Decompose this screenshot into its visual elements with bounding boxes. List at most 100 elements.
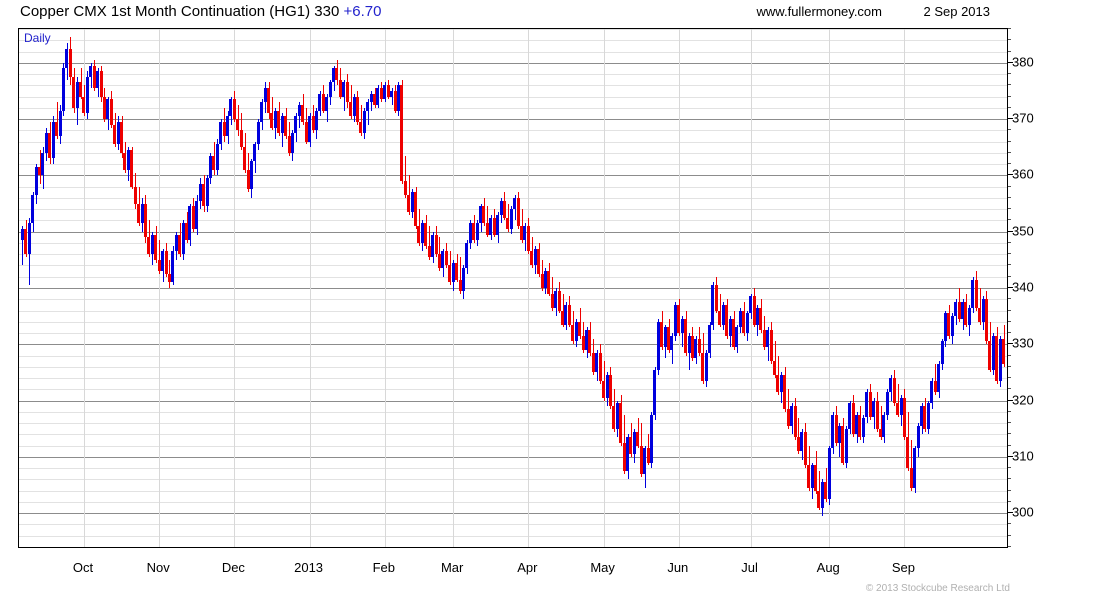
candle-wick bbox=[508, 203, 509, 232]
gridline-minor bbox=[19, 142, 1007, 143]
candle-body bbox=[629, 437, 632, 455]
candle-body bbox=[448, 265, 451, 283]
candle-body bbox=[267, 88, 270, 114]
candle-body bbox=[158, 259, 161, 272]
candle-body bbox=[113, 124, 116, 145]
y-axis-label: 300 bbox=[1012, 504, 1034, 520]
candle-wick bbox=[798, 417, 799, 455]
gridline-minor bbox=[19, 40, 1007, 41]
candle-body bbox=[882, 414, 885, 438]
candle-body bbox=[988, 341, 991, 370]
candle-body bbox=[294, 116, 297, 134]
candle-body bbox=[821, 482, 824, 508]
candle-body bbox=[298, 105, 301, 117]
candle-body bbox=[264, 88, 267, 103]
y-axis-tick bbox=[1008, 73, 1011, 74]
price-chart-plot[interactable]: Daily bbox=[18, 28, 1008, 548]
candle-body bbox=[544, 271, 547, 288]
candle-body bbox=[342, 82, 345, 97]
candle-body bbox=[349, 102, 352, 117]
price-change: +6.70 bbox=[343, 3, 382, 20]
y-axis-tick bbox=[1008, 287, 1013, 288]
candle-body bbox=[332, 68, 335, 83]
candle-body bbox=[711, 285, 714, 325]
candle-body bbox=[93, 65, 96, 89]
candle-body bbox=[886, 392, 889, 415]
gridline-minor bbox=[19, 378, 1007, 379]
gridline-minor bbox=[19, 243, 1007, 244]
candle-body bbox=[852, 403, 855, 435]
candle-body bbox=[400, 85, 403, 181]
candle-body bbox=[947, 313, 950, 336]
candle-body bbox=[151, 234, 154, 255]
candle-body bbox=[219, 121, 222, 145]
candle-body bbox=[424, 223, 427, 246]
candle-body bbox=[541, 273, 544, 288]
candle-body bbox=[530, 251, 533, 266]
candle-body bbox=[927, 403, 930, 429]
candle-body bbox=[428, 245, 431, 258]
candle-body bbox=[28, 223, 31, 255]
candle-body bbox=[920, 406, 923, 426]
candle-body bbox=[865, 392, 868, 418]
candle-body bbox=[698, 338, 701, 353]
candle-body bbox=[636, 431, 639, 446]
candle-body bbox=[975, 279, 978, 308]
candle-body bbox=[455, 262, 458, 280]
candle-body bbox=[609, 375, 612, 407]
candle-body bbox=[390, 90, 393, 97]
candle-body bbox=[175, 234, 178, 252]
gridline-minor bbox=[19, 164, 1007, 165]
candle-body bbox=[985, 299, 988, 342]
candle-body bbox=[76, 82, 79, 108]
candle-body bbox=[373, 93, 376, 105]
candle-body bbox=[684, 318, 687, 353]
candle-body bbox=[339, 79, 342, 97]
y-axis-tick bbox=[1008, 490, 1011, 491]
candle-body bbox=[277, 110, 280, 134]
y-axis-tick bbox=[1008, 343, 1013, 344]
candle-body bbox=[414, 192, 417, 227]
candle-body bbox=[903, 397, 906, 438]
candle-wick bbox=[429, 226, 430, 260]
candle-body bbox=[165, 251, 168, 274]
candle-body bbox=[910, 468, 913, 488]
candle-body bbox=[482, 206, 485, 224]
x-axis-label: May bbox=[590, 560, 615, 575]
y-axis-tick bbox=[1008, 433, 1011, 434]
candle-body bbox=[52, 121, 55, 159]
gridline-major bbox=[19, 288, 1007, 289]
y-axis-tick bbox=[1008, 422, 1011, 423]
gridline-minor bbox=[19, 187, 1007, 188]
candle-body bbox=[612, 406, 615, 429]
candle-body bbox=[855, 414, 858, 435]
candle-body bbox=[141, 203, 144, 224]
candle-body bbox=[223, 121, 226, 136]
candle-body bbox=[999, 338, 1002, 381]
candle-body bbox=[247, 169, 250, 190]
candle-body bbox=[380, 88, 383, 100]
candle-body bbox=[619, 403, 622, 443]
gridline-vertical bbox=[829, 29, 830, 547]
candle-wick bbox=[775, 341, 776, 379]
y-axis-tick bbox=[1008, 310, 1011, 311]
candle-body bbox=[489, 217, 492, 235]
candle-body bbox=[38, 166, 41, 176]
candle-body bbox=[739, 310, 742, 328]
candle-body bbox=[506, 217, 509, 229]
y-axis-tick bbox=[1008, 332, 1011, 333]
candle-wick bbox=[935, 364, 936, 395]
candlestick-series bbox=[19, 29, 1007, 547]
gridline-minor bbox=[19, 52, 1007, 53]
gridline-minor bbox=[19, 446, 1007, 447]
candle-body bbox=[513, 197, 516, 210]
candle-body bbox=[96, 71, 99, 89]
candle-wick bbox=[22, 226, 23, 266]
instrument-title: Copper CMX 1st Month Continuation (HG1) … bbox=[20, 3, 340, 20]
gridline-minor bbox=[19, 220, 1007, 221]
x-axis-label: 2013 bbox=[294, 560, 324, 575]
candle-body bbox=[677, 304, 680, 334]
candle-body bbox=[705, 352, 708, 381]
candle-body bbox=[452, 262, 455, 283]
